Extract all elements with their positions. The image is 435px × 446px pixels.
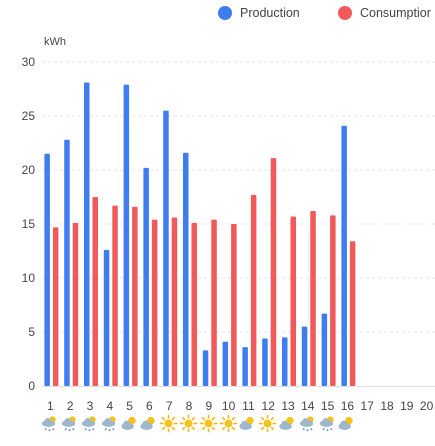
production-bar-4 [103,249,110,386]
consumption-bar-15 [330,215,336,386]
y-axis-label: kWh [44,36,66,48]
legend-production[interactable]: Production [218,6,300,20]
legend-production-label: Production [240,6,300,20]
x-tick-label: 2 [67,399,74,413]
consumption-bar-8 [191,222,197,386]
consumption-bar-1 [52,227,59,386]
y-tick-label: 30 [22,55,36,69]
cloudy-icon [238,414,257,433]
legend: Production Consumptior [0,6,435,26]
x-tick-label: 7 [166,399,173,413]
sun-icon [199,414,218,433]
x-tick-label: 3 [87,399,94,413]
y-tick-label: 5 [28,325,35,339]
production-bar-14 [301,326,308,386]
production-bar-1 [44,153,50,386]
cloudy-icon [337,414,356,433]
consumption-bar-10 [231,224,237,386]
legend-production-swatch [218,6,232,20]
cloudy-rain-icon [298,414,317,433]
x-tick-label: 11 [242,399,255,413]
x-tick-label: 17 [361,399,375,413]
production-bar-12 [262,338,268,386]
consumption-bar-3 [92,197,98,386]
consumption-bar-11 [250,194,257,386]
consumption-bar-2 [72,222,79,386]
cloudy-rain-icon [40,414,59,433]
x-tick-label: 13 [281,399,295,413]
x-tick-label: 14 [301,399,315,413]
x-tick-label: 8 [186,399,193,413]
x-tick-label: 6 [146,399,153,413]
legend-consumption-swatch [338,6,352,20]
sun-icon [258,414,277,433]
y-tick-label: 15 [22,217,36,231]
consumption-bar-5 [132,206,138,386]
x-tick-label: 4 [106,399,113,413]
y-tick-label: 0 [28,379,35,393]
consumption-bar-14 [310,211,316,386]
cloudy-rain-icon [60,414,79,433]
consumption-bar-13 [290,216,296,386]
x-tick-label: 18 [380,399,394,413]
cloudy-rain-icon [80,414,99,433]
production-bar-6 [143,167,149,386]
production-bar-11 [242,347,248,386]
y-tick-label: 10 [22,271,36,285]
legend-consumption[interactable]: Consumptior [338,6,431,20]
x-tick-label: 19 [400,399,414,413]
production-bar-5 [123,84,130,387]
cloudy-icon [139,414,158,433]
production-bar-15 [321,313,328,386]
x-tick-label: 5 [126,399,133,413]
x-tick-label: 15 [321,399,335,413]
y-tick-label: 25 [22,109,36,123]
production-bar-9 [202,350,209,386]
production-bar-8 [183,152,189,386]
consumption-bar-7 [171,217,178,386]
cloudy-rain-icon [100,414,119,433]
production-bar-16 [341,125,347,386]
production-bar-3 [84,82,90,387]
sun-icon [159,414,178,433]
production-bar-7 [163,110,169,386]
cloudy-rain-icon [318,414,337,433]
consumption-bar-4 [112,205,118,386]
x-tick-label: 20 [420,399,434,413]
weather-icon-row [0,414,435,436]
x-tick-label: 16 [341,399,355,413]
sun-icon [179,414,198,433]
x-tick-label: 10 [222,399,236,413]
production-bar-13 [282,337,288,386]
x-tick-label: 1 [47,399,54,413]
x-tick-label: 9 [205,399,212,413]
production-bar-10 [222,341,229,386]
legend-consumption-label: Consumptior [360,6,431,20]
y-tick-label: 20 [22,163,36,177]
consumption-bar-16 [349,241,356,386]
consumption-bar-12 [270,158,277,386]
sun-icon [219,414,238,433]
cloudy-icon [278,414,297,433]
x-tick-label: 12 [262,399,276,413]
consumption-bar-6 [151,219,158,386]
consumption-bar-9 [211,219,217,386]
cloudy-icon [120,414,139,433]
production-bar-2 [64,139,70,386]
